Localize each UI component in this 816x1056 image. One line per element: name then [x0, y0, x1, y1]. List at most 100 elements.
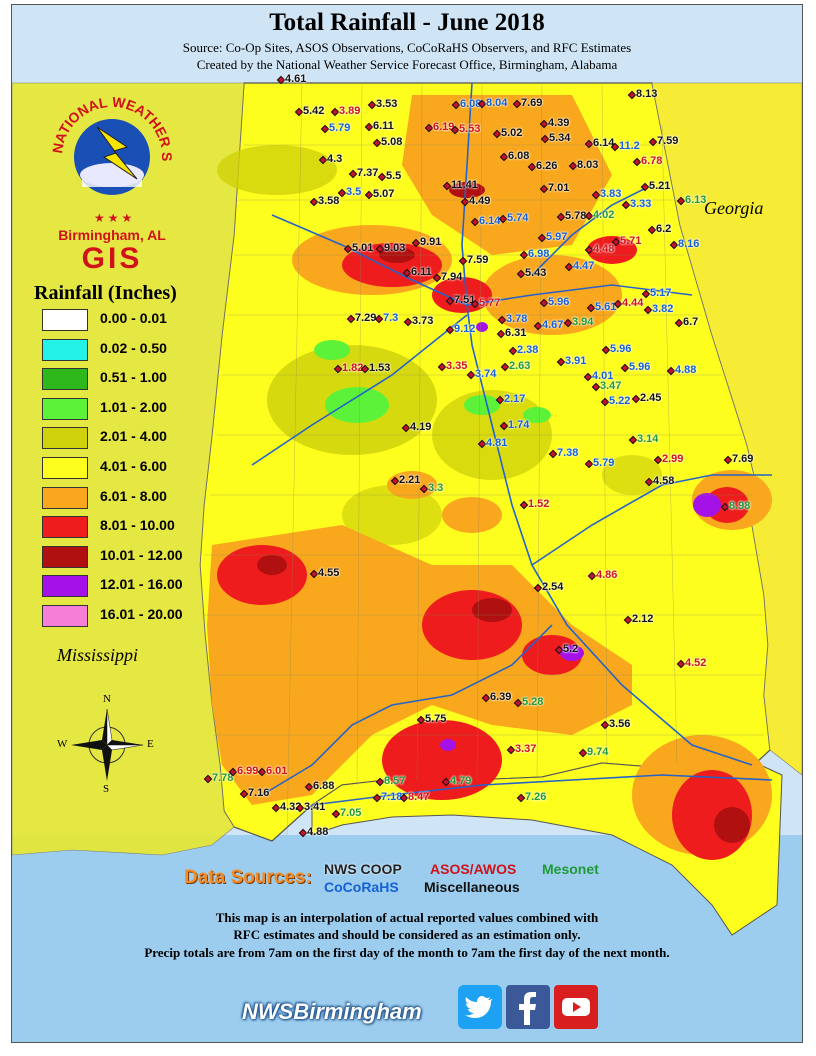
- station-value: 3.35: [446, 360, 468, 372]
- note-line-2: RFC estimates and should be considered a…: [233, 927, 581, 942]
- legend-label: 0.02 - 0.50: [100, 339, 167, 356]
- station-value: 6.99: [237, 765, 259, 777]
- station-value: 6.78: [641, 155, 663, 167]
- station-value: 4.39: [548, 117, 570, 129]
- gulf-water: [12, 835, 802, 1042]
- station-value: 4.01: [592, 370, 614, 382]
- legend-swatch: [42, 338, 88, 361]
- logo-gis: GIS: [81, 242, 143, 275]
- station-value: 5.96: [610, 343, 632, 355]
- station-value: 1.74: [508, 419, 530, 431]
- compass-e: E: [147, 738, 154, 750]
- station-value: 6.98: [528, 248, 550, 260]
- georgia-label: Georgia: [704, 198, 764, 218]
- station-value: 6.19: [433, 121, 455, 133]
- station-value: 3.41: [304, 801, 326, 813]
- station-value: 7.29: [355, 312, 377, 324]
- svg-text:★ ★ ★: ★ ★ ★: [94, 211, 132, 225]
- station-value: 7.37: [357, 167, 379, 179]
- station-value: 2.38: [517, 344, 539, 356]
- station-value: 5.78: [565, 210, 587, 222]
- logo-office: Birmingham, AL: [58, 227, 166, 243]
- station-value: 6.14: [593, 137, 615, 149]
- station-value: 7.26: [525, 791, 547, 803]
- station-value: 3.94: [572, 316, 594, 328]
- station-value: 7.59: [467, 254, 489, 266]
- note-line-1: This map is an interpolation of actual r…: [215, 910, 599, 925]
- station-value: 6.08: [508, 150, 530, 162]
- station-value: 6.13: [685, 194, 707, 206]
- station-value: 9.12: [454, 323, 476, 335]
- station-value: 8.98: [729, 500, 751, 512]
- station-value: 6.11: [411, 266, 432, 278]
- source-line: Source: Co-Op Sites, ASOS Observations, …: [182, 40, 632, 55]
- station-value: 3.14: [637, 433, 659, 445]
- legend-label: 2.01 - 4.00: [100, 428, 167, 445]
- youtube-icon[interactable]: [554, 985, 598, 1029]
- note-line-3: Precip totals are from 7am on the first …: [144, 945, 670, 960]
- compass-n: N: [103, 693, 111, 705]
- station-value: 4.48: [593, 243, 615, 255]
- station-value: 5.34: [549, 132, 571, 144]
- station-value: 2.17: [504, 393, 526, 405]
- station-value: 1.52: [528, 498, 550, 510]
- station-value: 6.11: [373, 120, 394, 132]
- station-value: 7.18: [381, 791, 403, 803]
- ds-misc: Miscellaneous: [424, 879, 520, 895]
- legend-title: Rainfall (Inches): [34, 282, 177, 304]
- nws-handle: NWSBirmingham: [242, 999, 422, 1024]
- legend-swatch: [42, 427, 88, 450]
- station-value: 5.42: [303, 105, 325, 117]
- station-value: 5.07: [373, 188, 395, 200]
- station-value: 2.63: [509, 360, 531, 372]
- station-value: 1.82: [342, 362, 364, 374]
- legend-swatch: [42, 516, 88, 539]
- station-value: 3.83: [600, 188, 622, 200]
- station-value: 3.37: [515, 743, 537, 755]
- station-value: 2.45: [640, 392, 662, 404]
- station-value: 4.19: [410, 421, 432, 433]
- station-value: 8.16: [678, 238, 700, 250]
- station-value: 11.2: [619, 140, 640, 152]
- station-value: 1.53: [369, 362, 391, 374]
- station-value: 4.58: [653, 475, 675, 487]
- station-value: 6.01: [266, 765, 288, 777]
- station-value: 4.47: [573, 260, 595, 272]
- station-value: 8.04: [486, 97, 508, 109]
- station-value: 2.21: [399, 474, 421, 486]
- nws-logo: NATIONAL WEATHER SERVICE ★ ★ ★ Birmingha…: [37, 74, 182, 277]
- legend-swatch: [42, 486, 88, 509]
- legend-label: 0.51 - 1.00: [100, 369, 167, 386]
- station-value: 7.16: [248, 787, 270, 799]
- station-value: 6.88: [313, 780, 335, 792]
- station-value: 6.7: [683, 316, 699, 328]
- station-value: 2.99: [662, 453, 684, 465]
- created-line: Created by the National Weather Service …: [196, 57, 618, 72]
- station-value: 4.52: [685, 657, 707, 669]
- station-value: 5.96: [548, 296, 570, 308]
- station-value: 4.49: [469, 195, 491, 207]
- station-value: 4.79: [450, 775, 472, 787]
- facebook-icon[interactable]: [506, 985, 550, 1029]
- station-value: 4.02: [593, 209, 615, 221]
- station-value: 6.39: [490, 691, 512, 703]
- station-value: 5.53: [459, 123, 481, 135]
- station-value: 4.61: [285, 73, 307, 85]
- station-value: 5.2: [563, 643, 579, 655]
- county-lines: [204, 82, 764, 836]
- station-value: 5.01: [352, 242, 374, 254]
- station-value: 7.38: [557, 447, 579, 459]
- map-frame: Total Rainfall - June 2018 Source: Co-Op…: [11, 4, 803, 1043]
- twitter-icon[interactable]: [458, 985, 502, 1029]
- station-value: 6.2: [656, 223, 672, 235]
- station-value: 3.47: [600, 380, 622, 392]
- legend-swatch: [42, 368, 88, 391]
- legend-label: 0.00 - 0.01: [100, 310, 167, 326]
- station-value: 5.75: [425, 713, 447, 725]
- station-value: 5.43: [525, 267, 547, 279]
- station-value: 3.82: [652, 303, 674, 315]
- station-value: 9.91: [420, 236, 442, 248]
- compass-rose-icon: N S E W: [57, 693, 154, 795]
- legend-label: 10.01 - 12.00: [100, 546, 183, 563]
- station-value: 6.26: [536, 160, 558, 172]
